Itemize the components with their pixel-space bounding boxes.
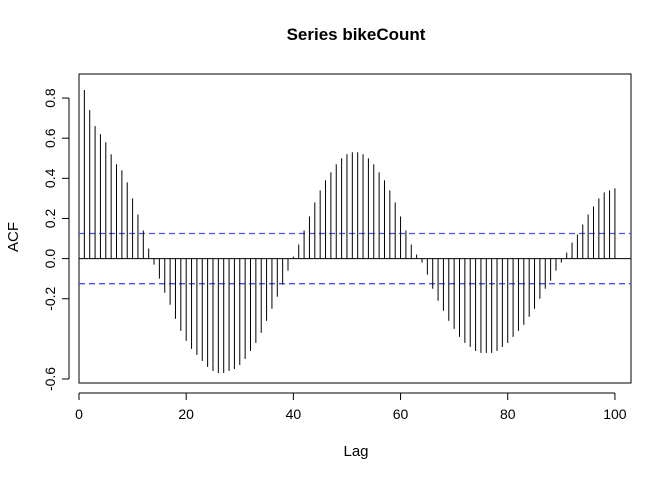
y-tick-label: -0.6 <box>42 367 58 391</box>
plot-area <box>79 232 631 285</box>
y-tick-label: 0.0 <box>42 249 58 269</box>
x-tick-label: 0 <box>75 406 83 422</box>
x-tick-label: 80 <box>500 406 516 422</box>
y-axis-label: ACF <box>5 222 22 252</box>
y-tick-label: 0.4 <box>42 168 58 188</box>
acf-bars <box>83 90 616 373</box>
y-tick-label: -0.2 <box>42 286 58 310</box>
x-tick-label: 20 <box>178 406 194 422</box>
y-tick-label: 0.8 <box>42 88 58 108</box>
chart-title: Series bikeCount <box>287 25 426 44</box>
x-axis: 0 20 40 60 80 100 <box>75 392 627 422</box>
x-tick-label: 40 <box>286 406 302 422</box>
x-axis-label: Lag <box>343 443 368 460</box>
x-tick-label: 60 <box>393 406 409 422</box>
y-tick-label: 0.2 <box>42 209 58 229</box>
plot-frame <box>78 73 632 384</box>
y-axis: -0.6 -0.2 0.0 0.2 0.4 0.6 0.8 <box>42 88 70 391</box>
x-tick-label: 100 <box>603 406 627 422</box>
y-tick-label: 0.6 <box>42 128 58 148</box>
